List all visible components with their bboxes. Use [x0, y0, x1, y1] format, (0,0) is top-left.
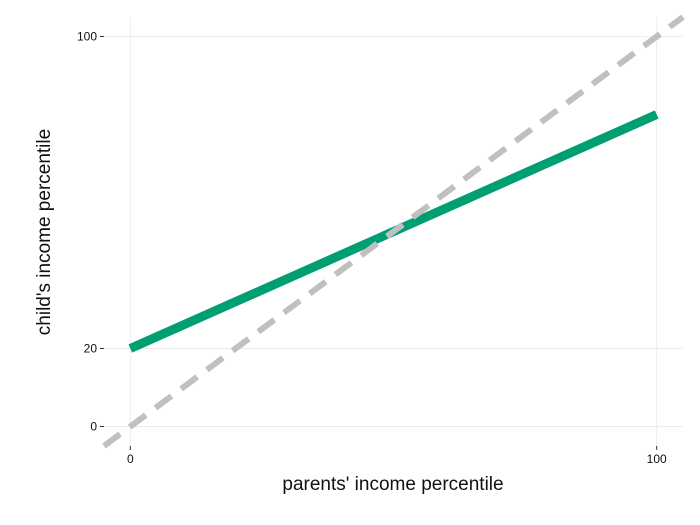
series-group	[102, 14, 685, 449]
y-tick-label: 20	[84, 342, 98, 356]
grid	[104, 17, 683, 446]
y-axis-title: child's income percentile	[34, 129, 55, 335]
x-tick-label: 0	[127, 452, 134, 466]
ticks-group: 0 100 0 20 100	[77, 30, 667, 467]
diagonal-reference-line	[102, 14, 685, 449]
y-tick-label: 0	[90, 420, 97, 434]
x-tick-label: 100	[647, 452, 667, 466]
y-tick-label: 100	[77, 30, 97, 44]
x-axis-title: parents' income percentile	[282, 474, 503, 495]
